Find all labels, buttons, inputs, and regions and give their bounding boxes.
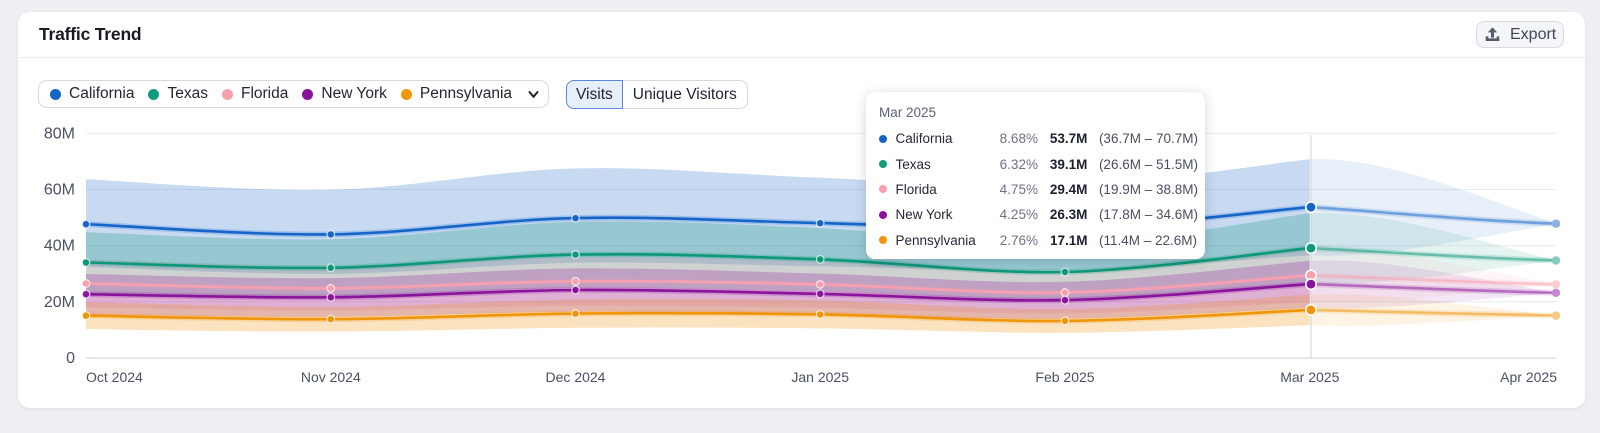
svg-text:Mar 2025: Mar 2025	[1280, 369, 1339, 385]
svg-text:Oct 2024: Oct 2024	[86, 369, 143, 385]
svg-text:80M: 80M	[44, 125, 75, 142]
svg-text:40M: 40M	[44, 238, 75, 255]
svg-text:0: 0	[66, 350, 75, 367]
svg-text:60M: 60M	[44, 182, 75, 199]
svg-text:Jan 2025: Jan 2025	[791, 369, 849, 385]
svg-text:Feb 2025: Feb 2025	[1035, 369, 1094, 385]
svg-text:Nov 2024: Nov 2024	[301, 369, 361, 385]
svg-text:Apr 2025: Apr 2025	[1500, 369, 1557, 385]
svg-text:20M: 20M	[44, 294, 75, 311]
svg-text:Dec 2024: Dec 2024	[546, 369, 606, 385]
